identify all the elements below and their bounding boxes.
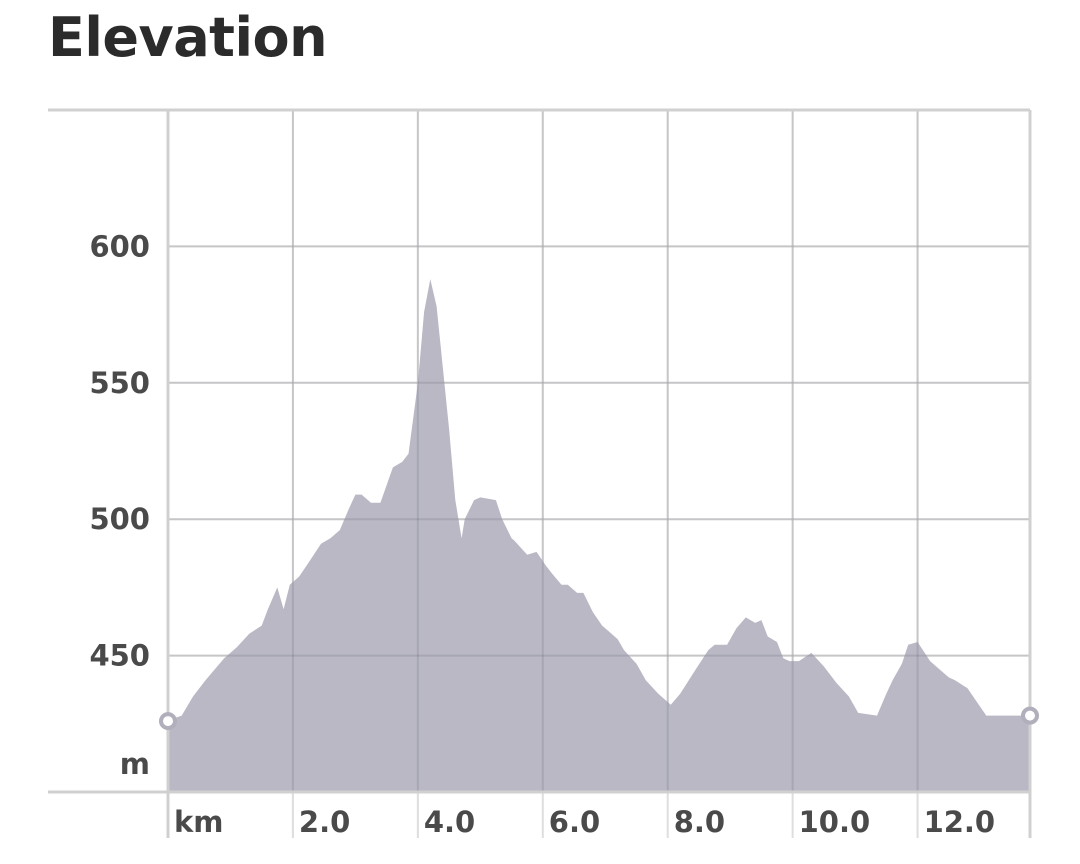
x-tick-label-6.0: 6.0 (549, 805, 600, 839)
x-tick-label-8.0: 8.0 (674, 805, 725, 839)
end-marker (1021, 706, 1039, 725)
chart-title: Elevation (48, 6, 328, 69)
y-unit-label: m (120, 747, 150, 781)
x-tick-label-10.0: 10.0 (799, 805, 871, 839)
tick-labels: 450 500 550 600 m 2.0 4.0 6.0 8.0 10.0 12.0 km (89, 229, 995, 839)
area-layer (168, 110, 1030, 793)
x-tick-label-2.0: 2.0 (299, 805, 350, 839)
x-tick-label-4.0: 4.0 (424, 805, 475, 839)
y-tick-label-550: 550 (89, 366, 150, 400)
y-tick-label-450: 450 (89, 639, 150, 673)
start-marker (159, 712, 177, 731)
x-unit-label: km (174, 805, 224, 839)
elevation-area (168, 279, 1030, 793)
x-tick-label-12.0: 12.0 (924, 805, 996, 839)
y-tick-label-500: 500 (89, 502, 150, 536)
endpoint-markers (159, 706, 1039, 731)
y-tick-label-600: 600 (89, 229, 150, 263)
